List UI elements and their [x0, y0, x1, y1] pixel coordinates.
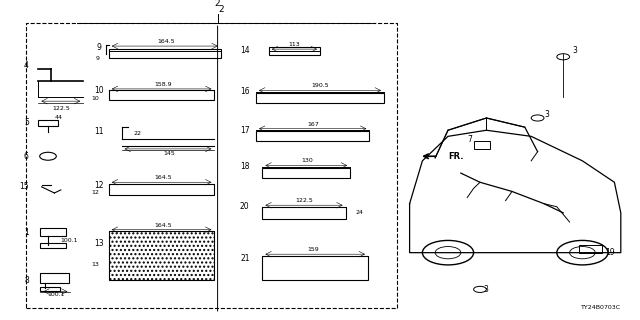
Text: 11: 11 — [95, 127, 104, 136]
Text: 5: 5 — [24, 118, 29, 127]
Text: 10: 10 — [92, 96, 99, 100]
Text: 18: 18 — [240, 163, 250, 172]
Text: 20: 20 — [240, 202, 250, 211]
Text: 130: 130 — [301, 158, 313, 163]
Bar — [109, 49, 221, 58]
Bar — [262, 207, 346, 219]
Bar — [256, 92, 384, 103]
Bar — [262, 168, 350, 178]
Bar — [262, 256, 368, 280]
Bar — [26, 23, 397, 308]
Text: 158.9: 158.9 — [154, 82, 172, 87]
Text: 6: 6 — [24, 152, 29, 161]
Bar — [40, 287, 60, 291]
Bar — [40, 274, 69, 283]
Text: 159: 159 — [308, 247, 319, 252]
Text: 122.5: 122.5 — [52, 106, 70, 111]
Bar — [269, 47, 320, 55]
Bar — [38, 120, 58, 126]
Text: 44: 44 — [54, 116, 63, 121]
Text: 15: 15 — [19, 182, 29, 191]
Text: 164.5: 164.5 — [154, 175, 172, 180]
Text: 164.5: 164.5 — [157, 39, 175, 44]
Text: FR.: FR. — [448, 152, 463, 161]
Text: 9: 9 — [95, 56, 99, 61]
Text: 190.5: 190.5 — [311, 83, 329, 88]
Text: 22: 22 — [134, 131, 141, 136]
Text: 145: 145 — [164, 151, 175, 156]
Text: 17: 17 — [240, 126, 250, 135]
Bar — [474, 141, 490, 148]
Text: 3: 3 — [544, 110, 549, 119]
Text: 3: 3 — [483, 285, 488, 294]
Text: 13: 13 — [92, 262, 99, 268]
Text: 113: 113 — [289, 42, 300, 47]
Bar — [109, 184, 214, 195]
Bar — [109, 231, 214, 280]
Text: 4: 4 — [24, 61, 29, 70]
Text: 3: 3 — [573, 46, 578, 55]
Text: 21: 21 — [240, 254, 250, 263]
Text: 100.1: 100.1 — [61, 238, 78, 243]
Text: 2: 2 — [215, 0, 220, 8]
Text: 24: 24 — [355, 210, 364, 215]
Text: 167: 167 — [308, 122, 319, 127]
Text: 2: 2 — [218, 5, 223, 14]
Text: 12: 12 — [92, 190, 99, 196]
Text: 1: 1 — [24, 228, 29, 237]
Bar — [256, 131, 369, 141]
Text: 13: 13 — [94, 239, 104, 248]
Text: 19: 19 — [605, 248, 614, 257]
Text: 7: 7 — [467, 135, 472, 144]
Text: 10: 10 — [94, 86, 104, 95]
Bar — [40, 244, 66, 248]
Bar — [40, 228, 66, 236]
Text: 16: 16 — [240, 87, 250, 96]
Text: 9: 9 — [97, 43, 102, 52]
Bar — [109, 91, 214, 100]
Text: 8: 8 — [24, 276, 29, 285]
Bar — [579, 245, 602, 253]
Text: 164.5: 164.5 — [154, 223, 172, 228]
Text: TY24B0703C: TY24B0703C — [580, 305, 621, 310]
Text: 100.1: 100.1 — [47, 292, 65, 297]
Text: 12: 12 — [95, 181, 104, 190]
Text: 14: 14 — [240, 46, 250, 55]
Text: 122.5: 122.5 — [295, 198, 313, 203]
